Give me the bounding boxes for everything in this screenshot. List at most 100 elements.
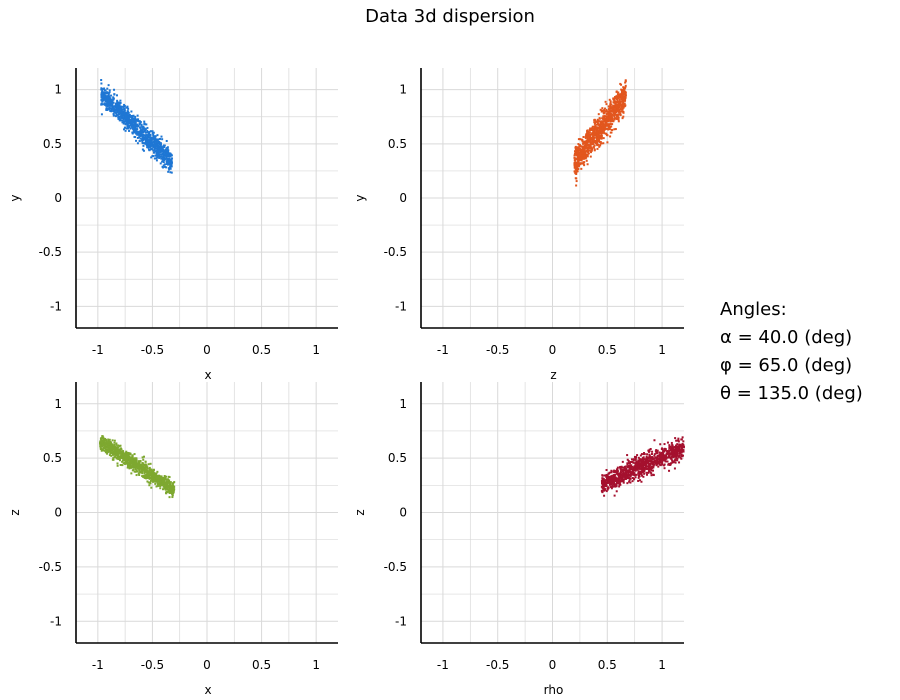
scatter-point	[617, 120, 620, 123]
scatter-point	[163, 482, 166, 485]
y-axis-label: z	[8, 509, 22, 515]
scatter-point	[585, 159, 588, 162]
scatter-point	[146, 477, 149, 480]
scatter-point	[646, 465, 649, 468]
scatter-point	[659, 443, 662, 446]
scatter-point	[145, 476, 148, 479]
scatter-point	[119, 450, 122, 453]
scatter-point	[162, 146, 165, 149]
scatter-point	[136, 125, 139, 128]
scatter-point	[126, 453, 129, 456]
scatter-point	[111, 452, 114, 455]
scatter-point	[593, 121, 596, 124]
scatter-point	[632, 473, 635, 476]
scatter-point	[162, 164, 165, 167]
scatter-point	[116, 107, 119, 110]
scatter-point	[656, 456, 659, 459]
scatter-point	[669, 456, 672, 459]
scatter-point	[129, 459, 132, 462]
scatter-points	[573, 79, 627, 187]
scatter-point	[104, 443, 107, 446]
scatter-point	[120, 453, 123, 456]
scatter-point	[676, 451, 679, 454]
scatter-point	[134, 117, 137, 120]
scatter-point	[99, 448, 102, 451]
scatter-point	[138, 473, 141, 476]
scatter-point	[170, 485, 173, 488]
x-tick-label: 0.5	[252, 343, 271, 357]
scatter-point	[159, 146, 162, 149]
scatter-point	[158, 481, 161, 484]
scatter-point	[597, 135, 600, 138]
scatter-point	[102, 439, 105, 442]
scatter-point	[576, 166, 579, 169]
scatter-point	[622, 471, 625, 474]
scatter-point	[166, 152, 169, 155]
scatter-point	[145, 473, 148, 476]
scatter-point	[632, 471, 635, 474]
scatter-point	[643, 458, 646, 461]
scatter-point	[680, 453, 683, 456]
scatter-point	[649, 463, 652, 466]
x-axis-label: rho	[544, 683, 564, 697]
scatter-point	[585, 149, 588, 152]
x-tick-label: -0.5	[141, 343, 164, 357]
scatter-point	[616, 468, 619, 471]
scatter-point	[650, 474, 653, 477]
scatter-point	[640, 472, 643, 475]
scatter-point	[118, 445, 121, 448]
scatter-point	[623, 96, 626, 99]
scatter-point	[590, 137, 593, 140]
scatter-point	[661, 453, 664, 456]
scatter-point	[624, 80, 627, 83]
scatter-point	[613, 118, 616, 121]
scatter-point	[624, 472, 627, 475]
scatter-point	[616, 466, 619, 469]
scatter-point	[622, 475, 625, 478]
scatter-point	[167, 160, 170, 163]
scatter-point	[108, 106, 111, 109]
scatter-point	[159, 143, 162, 146]
scatter-point	[109, 440, 112, 443]
scatter-point	[607, 475, 610, 478]
scatter-point	[159, 153, 162, 156]
scatter-point	[136, 133, 139, 136]
scatter-point	[108, 89, 111, 92]
scatter-point	[134, 115, 137, 118]
scatter-point	[634, 467, 637, 470]
scatter-point	[111, 107, 114, 110]
scatter-point	[148, 132, 151, 135]
scatter-point	[603, 494, 606, 497]
scatter-point	[141, 148, 144, 151]
scatter-point	[681, 445, 684, 448]
scatter-point	[613, 128, 616, 131]
scatter-point	[125, 106, 128, 109]
scatter-point	[168, 161, 171, 164]
scatter-point	[606, 488, 609, 491]
scatter-point	[613, 97, 616, 100]
x-tick-label: -1	[437, 658, 449, 672]
scatter-point	[624, 465, 627, 468]
scatter-point	[596, 139, 599, 142]
scatter-point	[123, 116, 126, 119]
scatter-point	[678, 450, 681, 453]
scatter-point	[154, 482, 157, 485]
scatter-point	[618, 475, 621, 478]
scatter-point	[615, 98, 618, 101]
scatter-point	[116, 456, 119, 459]
scatter-point	[158, 475, 161, 478]
scatter-point	[604, 127, 607, 130]
scatter-point	[154, 139, 157, 142]
scatter-point	[123, 110, 126, 113]
scatter-point	[586, 150, 589, 153]
scatter-point	[112, 101, 115, 104]
scatter-point	[149, 141, 152, 144]
scatter-point	[165, 490, 168, 493]
scatter-point	[112, 446, 115, 449]
scatter-point	[648, 460, 651, 463]
scatter-point	[612, 479, 615, 482]
scatter-point	[163, 144, 166, 147]
scatter-point	[152, 136, 155, 139]
scatter-point	[574, 165, 577, 168]
scatter-point	[127, 461, 130, 464]
